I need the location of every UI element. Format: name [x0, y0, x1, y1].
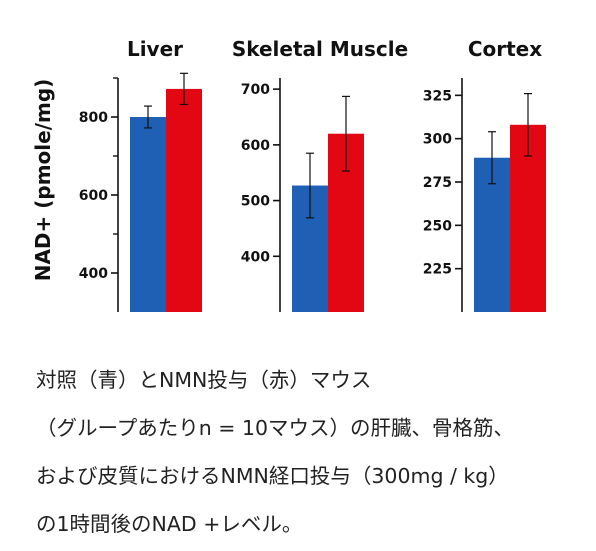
y-tick-label: 400 [79, 266, 108, 282]
y-tick-label: 500 [241, 194, 270, 210]
y-tick-label: 600 [241, 138, 270, 154]
caption-line: および皮質におけるNMN経口投与（300mg / kg） [36, 464, 509, 488]
y-tick-label: 325 [423, 88, 452, 104]
y-tick-label: 600 [79, 188, 108, 204]
caption-line: （グループあたりn = 10マウス）の肝臓、骨格筋、 [36, 416, 515, 440]
nad-bar-charts: NAD+ (pmole/mg) Liver 400 600 800 Skeletal M… [31, 37, 546, 312]
panel-title: Skeletal Muscle [232, 37, 408, 61]
panel-title: Cortex [468, 37, 542, 61]
caption-line: の1時間後のNAD +レベル。 [36, 512, 303, 536]
y-tick-label: 700 [241, 82, 270, 98]
y-tick-label: 800 [79, 110, 108, 126]
nmn-bar [166, 88, 202, 312]
y-axis-label: NAD+ (pmole/mg) [31, 79, 55, 282]
y-tick-label: 275 [423, 175, 452, 191]
y-tick-label: 400 [241, 249, 270, 265]
panel-title: Liver [127, 37, 183, 61]
control-bar [130, 117, 166, 312]
y-tick-label: 250 [423, 218, 452, 234]
caption-line: 対照（青）とNMN投与（赤）マウス [36, 368, 372, 392]
figure-caption: 対照（青）とNMN投与（赤）マウス （グループあたりn = 10マウス）の肝臓、… [36, 356, 586, 548]
y-tick-label: 300 [423, 132, 452, 148]
y-tick-label: 225 [423, 262, 452, 278]
